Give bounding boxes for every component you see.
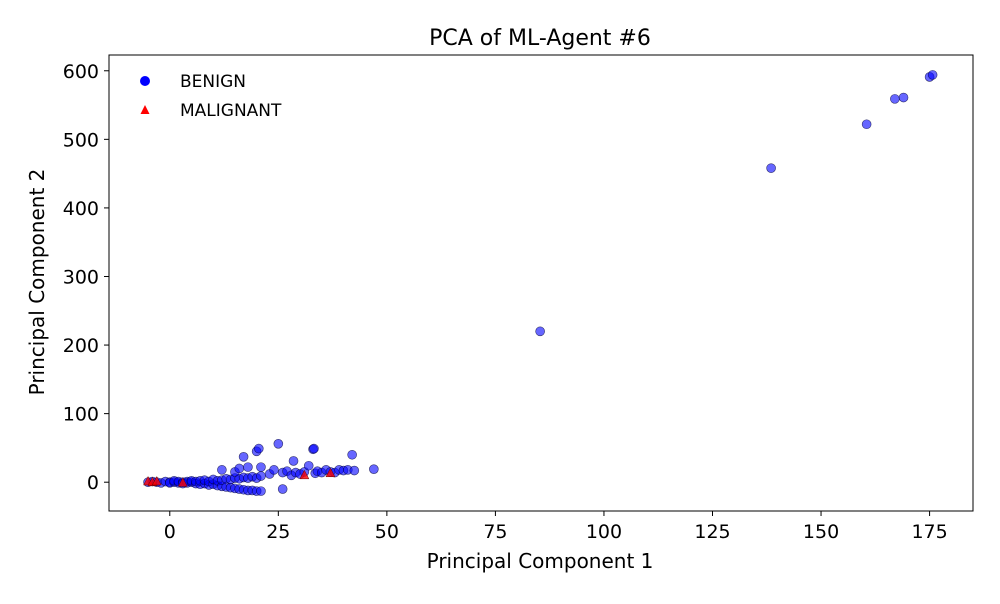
legend-marker-benign	[140, 76, 150, 86]
benign-point	[890, 94, 900, 104]
x-tick-label: 25	[266, 521, 290, 543]
benign-point	[766, 163, 776, 173]
benign-point	[243, 462, 253, 472]
ticks-layer: 0 25 50 75 100 125 150 175 0 100 200 300 400 500 600	[63, 61, 948, 543]
x-tick-label: 100	[586, 521, 622, 543]
benign-point	[861, 119, 872, 130]
benign-point	[256, 462, 266, 472]
benign-point	[217, 465, 227, 475]
y-tick-label: 400	[63, 198, 99, 220]
legend-label-benign: BENIGN	[180, 72, 246, 92]
malignant-point	[177, 477, 188, 487]
benign-point	[238, 452, 249, 462]
x-tick-label: 125	[694, 521, 730, 543]
benign-point	[273, 438, 284, 449]
malignant-point	[151, 475, 162, 486]
benign-point	[927, 70, 938, 80]
y-tick-label: 600	[63, 61, 99, 83]
x-tick-label: 175	[911, 521, 947, 543]
y-tick-label: 500	[63, 129, 99, 151]
benign-point	[349, 465, 360, 476]
benign-point	[303, 460, 314, 471]
benign-point	[309, 443, 319, 454]
x-tick-label: 50	[375, 521, 399, 543]
x-tick-label: 0	[164, 521, 176, 543]
legend-marker-malignant	[140, 105, 150, 114]
x-axis-title: Principal Component 1	[427, 549, 654, 573]
y-tick-label: 0	[87, 472, 99, 494]
benign-point	[269, 465, 279, 475]
benign-point	[256, 471, 266, 481]
benign-point	[898, 92, 909, 103]
benign-point	[288, 456, 299, 466]
y-tick-label: 200	[63, 335, 99, 357]
legend: BENIGN MALIGNANT	[140, 72, 282, 121]
y-axis-title: Principal Component 2	[25, 169, 49, 396]
y-tick-label: 300	[63, 266, 99, 288]
benign-point	[256, 486, 266, 496]
benign-point	[369, 464, 379, 474]
y-tick-label: 100	[63, 404, 99, 426]
benign-point	[234, 463, 245, 474]
benign-point	[253, 443, 264, 454]
points-layer	[143, 70, 938, 496]
malignant-point	[325, 467, 336, 478]
x-tick-label: 150	[803, 521, 839, 543]
malignant-point	[299, 469, 310, 480]
benign-point	[277, 484, 288, 494]
legend-label-malignant: MALIGNANT	[180, 101, 282, 121]
benign-point	[535, 326, 545, 337]
x-tick-label: 75	[483, 521, 507, 543]
benign-point	[347, 449, 357, 460]
plot-frame	[108, 54, 974, 512]
chart-title: PCA of ML-Agent #6	[429, 26, 651, 51]
